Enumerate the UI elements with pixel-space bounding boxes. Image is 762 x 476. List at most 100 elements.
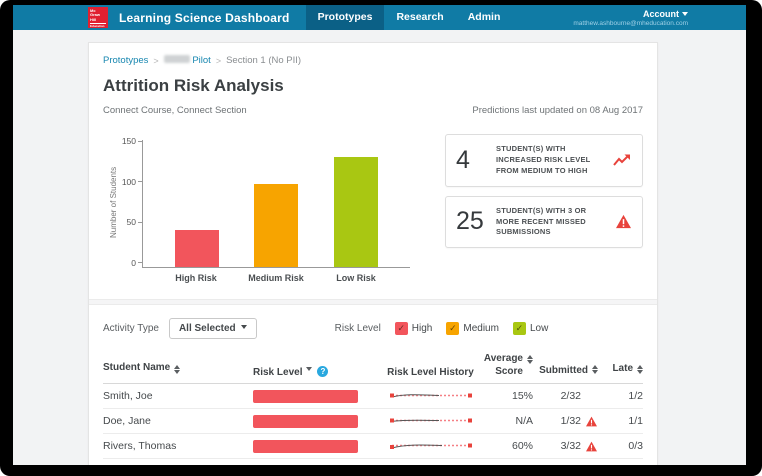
submitted-value: 2/32 — [560, 390, 581, 402]
column-label: Submitted — [539, 365, 588, 376]
warning-icon — [586, 416, 597, 426]
column-label: Risk Level — [253, 367, 303, 378]
table-row: Rivers, Thomas 60% 3/32 0/3 — [103, 434, 643, 459]
y-tick: 150 — [122, 136, 142, 146]
chart-and-stats-section: Number of Students 150 100 50 0 — [103, 132, 643, 283]
risk-level-bar — [253, 464, 358, 465]
late-value: 1/1 — [628, 415, 643, 427]
stat-label: STUDENT(S) WITH INCREASED RISK LEVEL FRO… — [496, 144, 591, 175]
col-student-name[interactable]: Student Name — [103, 362, 253, 378]
checkbox-high[interactable]: ✓ High — [394, 322, 432, 335]
breadcrumb-current: Section 1 (No PII) — [226, 55, 302, 66]
account-email: matthew.ashbourne@mheducation.com — [573, 19, 688, 27]
risk-level-bar — [253, 389, 358, 403]
mcgraw-hill-logo[interactable]: Mc Graw Hill Education — [88, 7, 108, 28]
checkbox-medium[interactable]: ✓ Medium — [446, 322, 499, 335]
checkbox-low[interactable]: ✓ Low — [512, 322, 549, 335]
submitted-value: 3/32 — [560, 440, 581, 452]
bar-medium-risk — [254, 184, 299, 267]
chevron-down-icon — [240, 325, 247, 332]
logo-line: Hill — [90, 16, 97, 22]
nav-item-prototypes[interactable]: Prototypes — [305, 5, 385, 30]
sort-icon[interactable] — [174, 362, 181, 377]
nav-item-research[interactable]: Research — [396, 11, 444, 23]
col-risk-level[interactable]: Risk Level? — [253, 366, 383, 378]
sort-icon[interactable] — [527, 352, 533, 377]
attrition-bar-chart: Number of Students 150 100 50 0 — [103, 132, 437, 283]
risk-history-sparkline — [389, 443, 472, 449]
table-row: Young, Dave 58% 6/32 0/6 — [103, 459, 643, 465]
checkbox-box-low: ✓ — [512, 322, 526, 335]
x-axis-labels: High Risk Medium Risk Low Risk — [142, 273, 410, 283]
account-dropdown[interactable]: Account — [643, 9, 688, 19]
app-window: Mc Graw Hill Education Learning Science … — [13, 5, 746, 465]
submitted-value: 1/32 — [560, 415, 581, 427]
last-updated-text: Predictions last updated on 08 Aug 2017 — [472, 105, 643, 116]
activity-type-dropdown[interactable]: All Selected — [168, 318, 257, 339]
x-tick-low-risk: Low Risk — [336, 273, 376, 283]
average-score: 15% — [511, 390, 533, 402]
bar-low-risk — [334, 156, 379, 267]
average-score: 60% — [511, 440, 533, 452]
logo-line: Mc — [90, 7, 96, 13]
chevron-down-icon[interactable] — [306, 367, 313, 374]
late-value: 0/3 — [628, 440, 643, 452]
breadcrumb-separator: > — [215, 55, 222, 66]
warning-icon — [616, 215, 631, 229]
risk-level-bar — [253, 439, 358, 453]
x-tick-medium-risk: Medium Risk — [248, 273, 304, 283]
logo-line: Education — [90, 23, 106, 28]
bar-high-risk — [174, 229, 219, 267]
activity-type-label: Activity Type — [103, 323, 159, 334]
risk-history-sparkline — [387, 464, 475, 465]
col-average-score[interactable]: Average Score — [478, 353, 533, 378]
top-navbar: Mc Graw Hill Education Learning Science … — [13, 5, 746, 30]
checkbox-box-high: ✓ — [394, 322, 408, 335]
main-card: Prototypes > Pilot > Section 1 (No PII) … — [88, 42, 658, 465]
stat-label: STUDENT(S) WITH 3 OR MORE RECENT MISSED … — [496, 205, 587, 237]
average-score: N/A — [515, 415, 533, 427]
student-name: Smith, Joe — [103, 390, 153, 402]
breadcrumb-pilot[interactable]: Pilot — [163, 55, 211, 66]
checkbox-label: Low — [529, 323, 549, 334]
stat-card-increased-risk: 4 STUDENT(S) WITH INCREASED RISK LEVEL F… — [445, 134, 643, 187]
breadcrumb-pilot-label: Pilot — [192, 55, 211, 66]
checkbox-label: Medium — [463, 323, 499, 334]
y-tick: 100 — [122, 177, 142, 187]
y-tick: 0 — [131, 258, 142, 268]
col-late[interactable]: Late — [598, 363, 643, 378]
column-label: Risk Level History — [387, 367, 474, 378]
table-row: Smith, Joe 15% 2/32 1/2 — [103, 384, 643, 409]
col-risk-history: Risk Level History — [383, 367, 478, 378]
risk-level-filter: Risk Level ✓ High ✓ Medium ✓ Low — [335, 322, 549, 335]
logo-line: Graw — [90, 12, 101, 18]
redacted-text — [163, 55, 190, 63]
col-submitted[interactable]: Submitted — [533, 363, 598, 378]
filter-row: Activity Type All Selected Risk Level ✓ … — [103, 318, 643, 339]
section-divider — [89, 299, 657, 305]
x-tick-high-risk: High Risk — [175, 273, 217, 283]
column-label: Late — [612, 363, 633, 374]
breadcrumb-prototypes[interactable]: Prototypes — [103, 55, 149, 66]
risk-history-sparkline — [389, 418, 472, 423]
y-tick: 50 — [127, 217, 142, 227]
student-name: Doe, Jane — [103, 415, 151, 427]
breadcrumb: Prototypes > Pilot > Section 1 (No PII) — [103, 55, 643, 66]
nav-item-admin[interactable]: Admin — [467, 11, 501, 23]
primary-nav: Prototypes Research Admin — [305, 5, 513, 30]
stat-value: 4 — [456, 145, 470, 174]
chevron-down-icon — [682, 11, 688, 19]
subtitle-row: Connect Course, Connect Section Predicti… — [103, 105, 643, 116]
stat-card-missed-submissions: 25 STUDENT(S) WITH 3 OR MORE RECENT MISS… — [445, 195, 643, 249]
warning-icon — [586, 441, 597, 451]
sort-icon[interactable] — [637, 362, 643, 377]
risk-level-bar — [253, 414, 358, 428]
page-title: Attrition Risk Analysis — [103, 76, 284, 95]
table-header: Student Name Risk Level? Risk Level Hist… — [103, 353, 643, 384]
sort-icon[interactable] — [592, 362, 598, 377]
stat-cards: 4 STUDENT(S) WITH INCREASED RISK LEVEL F… — [445, 132, 643, 283]
app-title: Learning Science Dashboard — [119, 10, 290, 25]
help-icon[interactable]: ? — [317, 366, 329, 377]
late-value: 1/2 — [628, 390, 643, 402]
